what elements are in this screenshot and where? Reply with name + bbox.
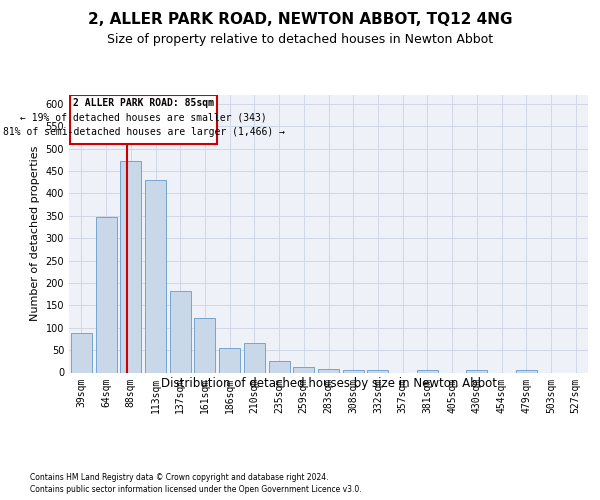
Text: ← 19% of detached houses are smaller (343): ← 19% of detached houses are smaller (34…: [20, 112, 267, 122]
Bar: [95, 216, 116, 372]
Bar: [170, 291, 191, 372]
Bar: [516, 370, 537, 372]
Bar: [367, 370, 388, 372]
Bar: [466, 370, 487, 372]
Bar: [70, 95, 217, 144]
Text: 2 ALLER PARK ROAD: 85sqm: 2 ALLER PARK ROAD: 85sqm: [73, 98, 214, 108]
Text: Contains public sector information licensed under the Open Government Licence v3: Contains public sector information licen…: [30, 485, 362, 494]
Bar: [343, 370, 364, 372]
Bar: [194, 318, 215, 372]
Bar: [244, 344, 265, 372]
Bar: [293, 367, 314, 372]
Bar: [145, 180, 166, 372]
Text: Size of property relative to detached houses in Newton Abbot: Size of property relative to detached ho…: [107, 32, 493, 46]
Bar: [269, 362, 290, 372]
Text: 2, ALLER PARK ROAD, NEWTON ABBOT, TQ12 4NG: 2, ALLER PARK ROAD, NEWTON ABBOT, TQ12 4…: [88, 12, 512, 28]
Bar: [71, 333, 92, 372]
Text: Distribution of detached houses by size in Newton Abbot: Distribution of detached houses by size …: [161, 378, 497, 390]
Bar: [318, 369, 339, 372]
Text: Contains HM Land Registry data © Crown copyright and database right 2024.: Contains HM Land Registry data © Crown c…: [30, 472, 329, 482]
Bar: [120, 161, 141, 372]
Text: 81% of semi-detached houses are larger (1,466) →: 81% of semi-detached houses are larger (…: [3, 127, 285, 137]
Y-axis label: Number of detached properties: Number of detached properties: [30, 146, 40, 322]
Bar: [417, 370, 438, 372]
Bar: [219, 348, 240, 372]
